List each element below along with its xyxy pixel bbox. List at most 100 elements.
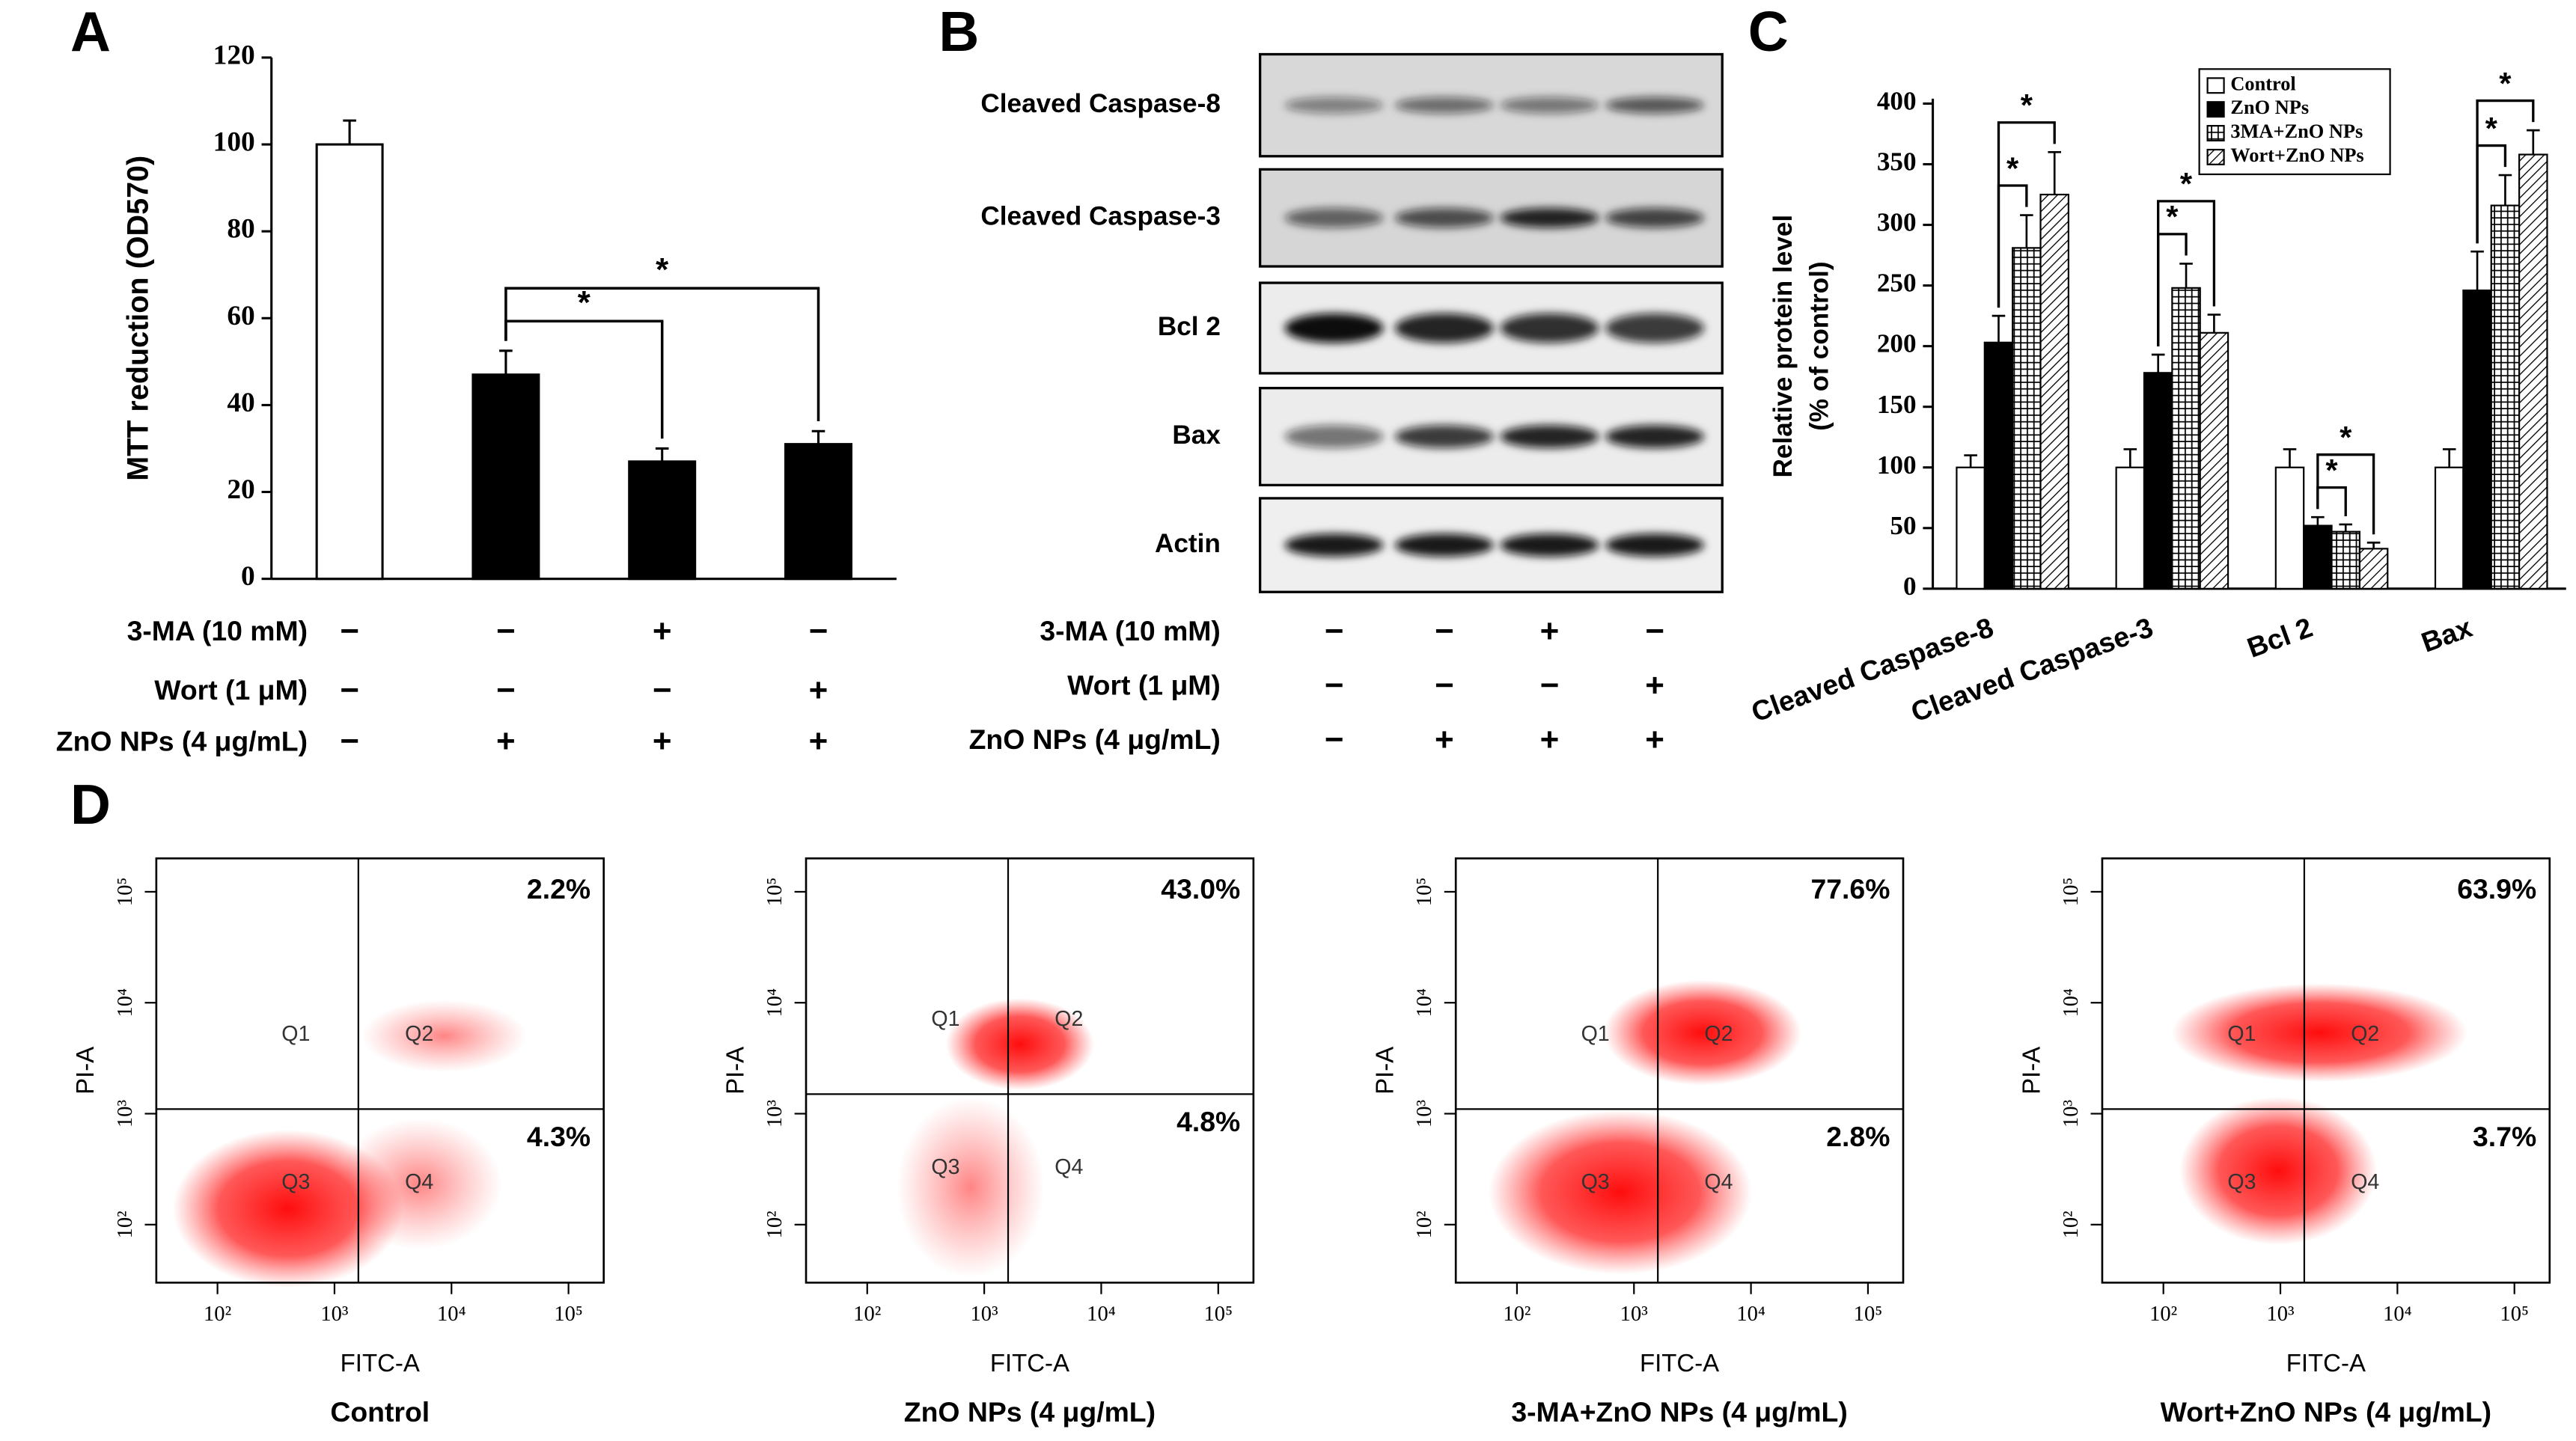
legend-swatch <box>2206 148 2225 165</box>
y-axis-label: Relative protein level <box>1768 215 1798 478</box>
plot-frame <box>805 857 1255 1284</box>
significance-bracket <box>1997 121 2056 308</box>
legend-label: Wort+ZnO NPs <box>2230 144 2363 166</box>
treatment-sign: − <box>1325 613 1344 649</box>
x-tick-label: 10⁴ <box>2383 1303 2412 1326</box>
treatment-label: 3-MA (10 mM) <box>1040 615 1220 646</box>
y-tick-label: 20 <box>227 474 254 505</box>
bar <box>315 143 384 581</box>
error-bar <box>2283 448 2297 468</box>
treatment-label: Wort (1 μM) <box>1067 670 1221 701</box>
significance-bracket <box>2316 453 2375 535</box>
blot-band <box>1500 208 1599 228</box>
quadrant-label: Q1 <box>931 1007 959 1031</box>
protein-label: Cleaved Caspase-8 <box>980 89 1221 118</box>
quadrant-percent: 3.7% <box>2473 1121 2536 1152</box>
treatment-sign: − <box>1325 667 1344 703</box>
quadrant-percent: 2.8% <box>1826 1121 1890 1152</box>
y-tick-label: 10⁵ <box>2060 878 2083 907</box>
blot-band <box>1500 97 1599 114</box>
y-axis-label: (% of control) <box>1804 261 1834 431</box>
y-axis-label: PI-A <box>721 1047 748 1095</box>
y-tick-label: 10³ <box>2060 1100 2083 1128</box>
treatment-sign: + <box>1540 613 1560 649</box>
y-tick-label: 10³ <box>114 1100 137 1128</box>
y-tick-label: 10⁵ <box>114 878 137 907</box>
bar <box>2012 247 2042 590</box>
quadrant-label: Q2 <box>1704 1022 1733 1046</box>
x-axis-label: FITC-A <box>341 1349 420 1377</box>
plot-title: ZnO NPs (4 μg/mL) <box>904 1396 1156 1428</box>
bar <box>784 443 853 581</box>
blot-band <box>1284 313 1384 343</box>
plot-frame <box>2101 857 2551 1284</box>
plot-title: Control <box>330 1396 430 1428</box>
error-bar <box>2527 129 2540 155</box>
treatment-sign: − <box>653 672 672 709</box>
plot-frame <box>155 857 605 1284</box>
quadrant-label: Q4 <box>1054 1155 1083 1179</box>
bar <box>2490 204 2521 590</box>
quadrant-label: Q3 <box>281 1170 310 1194</box>
blot-band <box>1605 208 1705 228</box>
y-tick-label: 10⁵ <box>1413 878 1436 907</box>
error-bar <box>499 349 513 375</box>
quadrant-percent: 77.6% <box>1810 873 1890 905</box>
treatment-sign: + <box>653 613 672 649</box>
significance-label: * <box>2021 88 2033 123</box>
y-tick-label: 10⁴ <box>1413 988 1436 1018</box>
bar <box>2434 466 2464 590</box>
y-tick-label: 150 <box>1877 390 1917 419</box>
y-tick-label: 60 <box>227 301 254 331</box>
x-tick-label: 10⁴ <box>1736 1303 1765 1326</box>
y-tick-label: 120 <box>213 40 255 71</box>
quadrant-label: Q1 <box>1581 1022 1610 1046</box>
x-axis-label: FITC-A <box>2286 1349 2366 1377</box>
blot-band <box>1394 97 1494 114</box>
treatment-sign: − <box>1435 613 1454 649</box>
significance-label: * <box>2180 166 2193 201</box>
bar <box>2199 331 2229 590</box>
error-bar <box>343 119 356 145</box>
blot-band <box>1500 425 1599 448</box>
x-tick-label: 10⁴ <box>437 1303 466 1326</box>
treatment-sign: + <box>653 723 672 759</box>
y-tick-label: 250 <box>1877 269 1917 298</box>
error-bar <box>2020 214 2033 248</box>
y-tick-label: 100 <box>1877 450 1917 480</box>
error-bar <box>2048 150 2062 195</box>
bar <box>2303 524 2333 590</box>
blot-band <box>1394 425 1494 448</box>
plot-frame <box>1454 857 1905 1284</box>
quadrant-label: Q3 <box>1581 1170 1610 1194</box>
blot-band <box>1394 313 1494 343</box>
quadrant-percent: 63.9% <box>2457 873 2536 905</box>
y-tick-label: 10² <box>2060 1211 2083 1238</box>
x-axis-label: FITC-A <box>1640 1349 1719 1377</box>
x-tick-label: 10³ <box>2266 1303 2295 1326</box>
quadrant-label: Q2 <box>405 1022 433 1046</box>
quadrant-label: Q2 <box>2351 1022 2379 1046</box>
y-tick-label: 50 <box>1890 511 1916 540</box>
y-axis-label: PI-A <box>1371 1047 1399 1095</box>
y-tick-label: 10⁵ <box>763 878 787 907</box>
error-bar <box>2207 313 2221 333</box>
significance-bracket <box>2476 99 2535 244</box>
quadrant-label: Q4 <box>1704 1170 1733 1194</box>
y-tick-label: 350 <box>1877 147 1917 177</box>
blot-band <box>1500 313 1599 343</box>
y-tick-label: 0 <box>1903 572 1917 601</box>
legend-swatch <box>2206 101 2225 118</box>
error-bar <box>1964 454 1977 468</box>
y-tick-label: 10⁴ <box>2060 988 2083 1018</box>
treatment-label: ZnO NPs (4 μg/mL) <box>969 723 1221 755</box>
plot-title: Wort+ZnO NPs (4 μg/mL) <box>2161 1396 2491 1428</box>
y-tick-label: 40 <box>227 388 254 418</box>
x-tick-label: Bcl 2 <box>2243 611 2316 664</box>
legend-label: Control <box>2230 73 2295 94</box>
legend-swatch <box>2206 77 2225 94</box>
error-bar <box>2366 541 2381 549</box>
